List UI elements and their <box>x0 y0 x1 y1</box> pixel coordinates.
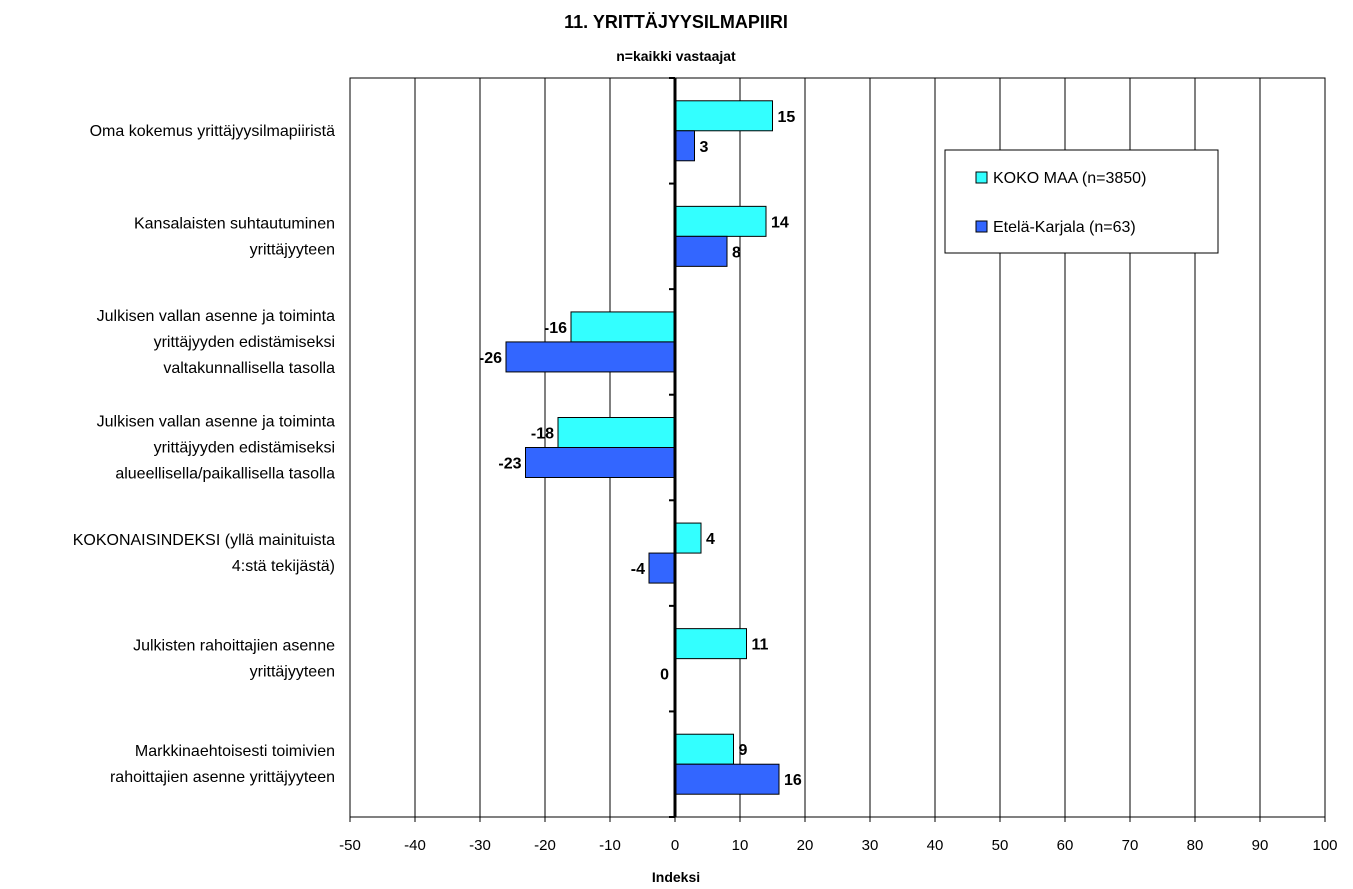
category-label: Markkinaehtoisesti toimivien rahoittajien… <box>110 743 335 786</box>
bar-koko-maa <box>674 205 767 237</box>
category-label: Julkisten rahoittajien asenne yrittäjyyte… <box>133 638 335 681</box>
data-label: 15 <box>778 109 796 126</box>
data-label: 4 <box>706 531 715 548</box>
bar-etela-karjala <box>505 341 676 373</box>
bar-etela-karjala <box>674 763 780 795</box>
category-label: Julkisen vallan asenne ja toiminta yrittä… <box>97 308 335 377</box>
category-label: KOKONAISINDEKSI (yllä mainituista 4:stä t… <box>73 532 335 575</box>
x-tick-label: -30 <box>469 837 491 854</box>
category-label: Kansalaisten suhtautuminen yrittäjyyteen <box>134 215 335 258</box>
data-label: -4 <box>631 561 645 578</box>
x-tick-label: 50 <box>992 837 1009 854</box>
category-label: Julkisen vallan asenne ja toiminta yrittä… <box>97 414 335 483</box>
category-label-line: Oma kokemus yrittäjyysilmapiiristä <box>90 123 335 140</box>
x-tick-label: -50 <box>339 837 361 854</box>
category-label-line: yrittäjyyden edistämiseksi <box>154 440 335 457</box>
x-axis-title: Indeksi <box>652 869 700 884</box>
category-label-line: yrittäjyyden edistämiseksi <box>154 334 335 351</box>
x-tick-label: -20 <box>534 837 556 854</box>
category-label-line: Julkisten rahoittajien asenne <box>133 638 335 655</box>
data-label: 11 <box>752 637 769 654</box>
x-tick-label: 70 <box>1122 837 1139 854</box>
bar-etela-karjala <box>674 235 728 267</box>
x-tick-label: 20 <box>797 837 814 854</box>
data-label: 0 <box>660 667 669 684</box>
data-label: 16 <box>784 772 802 789</box>
category-label-line: Kansalaisten suhtautuminen <box>134 215 335 232</box>
data-label: 9 <box>739 742 748 759</box>
legend-label: KOKO MAA (n=3850) <box>993 170 1146 187</box>
legend-swatch <box>975 171 988 184</box>
x-tick-label: 80 <box>1187 837 1204 854</box>
bar-etela-karjala <box>674 130 695 162</box>
category-label-line: valtakunnallisella tasolla <box>163 360 335 377</box>
x-tick-label: -10 <box>599 837 621 854</box>
bar-etela-karjala <box>525 447 676 478</box>
category-label-line: 4:stä tekijästä) <box>232 558 335 575</box>
category-label-line: Markkinaehtoisesti toimivien <box>135 743 335 760</box>
x-tick-label: 10 <box>732 837 749 854</box>
bar-koko-maa <box>674 733 734 765</box>
category-label-line: Julkisen vallan asenne ja toiminta <box>97 414 335 431</box>
x-tick-label: 90 <box>1252 837 1269 854</box>
x-tick-label: 0 <box>671 837 679 854</box>
legend-label: Etelä-Karjala (n=63) <box>993 219 1136 236</box>
chart-subtitle: n=kaikki vastaajat <box>616 48 736 64</box>
bar-koko-maa <box>674 100 773 132</box>
category-label-line: alueellisella/paikallisella tasolla <box>115 466 335 483</box>
category-label-line: KOKONAISINDEKSI (yllä mainituista <box>73 532 335 549</box>
legend-box <box>944 149 1219 254</box>
x-tick-label: 60 <box>1057 837 1074 854</box>
bar-etela-karjala <box>648 552 676 584</box>
category-label-line: Julkisen vallan asenne ja toiminta <box>97 308 335 325</box>
data-label: -26 <box>479 350 502 367</box>
data-label: 14 <box>771 214 789 231</box>
category-label-line: yrittäjyyteen <box>250 241 335 258</box>
category-label-line: rahoittajien asenne yrittäjyyteen <box>110 769 335 786</box>
bar-koko-maa <box>674 628 747 660</box>
category-label: Oma kokemus yrittäjyysilmapiiristä <box>90 123 335 140</box>
bar-koko-maa <box>557 417 676 448</box>
data-label: 8 <box>732 244 741 261</box>
x-tick-label: 30 <box>862 837 879 854</box>
legend-swatch <box>975 220 988 233</box>
chart-title: 11. YRITTÄJYYSILMAPIIRI <box>564 12 788 32</box>
x-tick-label: -40 <box>404 837 426 854</box>
x-tick-label: 100 <box>1312 837 1337 854</box>
category-label-line: yrittäjyyteen <box>250 664 335 681</box>
data-label: -16 <box>544 320 567 337</box>
x-tick-label: 40 <box>927 837 944 854</box>
bar-koko-maa <box>570 311 676 343</box>
data-label: -23 <box>498 456 521 473</box>
bar-koko-maa <box>674 522 702 554</box>
data-label: -18 <box>531 426 554 443</box>
data-label: 3 <box>700 139 709 156</box>
